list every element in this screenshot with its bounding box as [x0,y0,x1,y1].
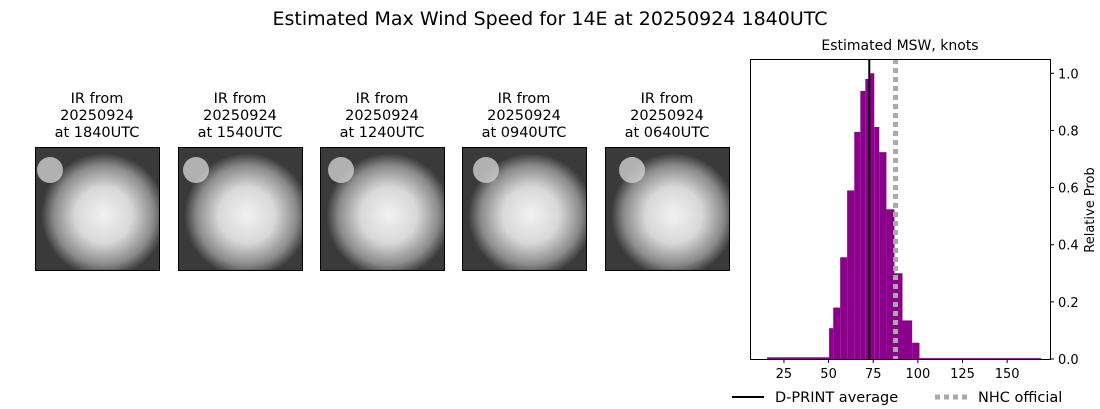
cloud-cluster [183,157,209,183]
panel-label-line2: 20250924 [487,108,561,124]
y-tick-label: 0.6 [1058,182,1079,197]
histogram-bar [865,79,870,359]
histogram-bar [902,320,913,359]
legend-dprint-label: D-PRINT average [775,390,898,406]
histogram-bar [879,152,887,359]
panel-label-line1: IR from [356,91,409,107]
y-tick-label: 0.8 [1058,124,1079,139]
x-tick-label: 100 [905,367,930,382]
x-tick-label: 50 [820,367,837,382]
histogram-bar [829,328,834,359]
panel-label-line2: 20250924 [345,108,419,124]
panel-label-line3: at 1240UTC [340,125,425,141]
panel-label-line1: IR from [71,91,124,107]
histogram-chart: Estimated MSW, knots Relative Prob 25 50 7… [732,38,1098,406]
cloud-cluster [473,157,499,183]
x-tick-label: 150 [995,367,1020,382]
y-tick-label: 0.4 [1058,239,1079,254]
y-tick-label: 0.0 [1058,353,1079,368]
image-frame [178,147,303,271]
chart-title: Estimated MSW, knots [821,38,978,54]
panel-label-line3: at 1840UTC [55,125,140,141]
x-tick-label: 75 [865,367,882,382]
y-tick-label: 0.2 [1058,296,1079,311]
image-frame [605,147,730,271]
panel-label-line1: IR from [214,91,267,107]
panel-label-line1: IR from [498,91,551,107]
histogram-bar [833,307,841,359]
panel-label-line3: at 0640UTC [625,125,710,141]
cloud-cluster [619,157,645,183]
histogram-bar [886,209,895,359]
y-axis-label: Relative Prob [1083,167,1098,252]
panel-label-line1: IR from [641,91,694,107]
figure-title: Estimated Max Wind Speed for 14E at 2025… [272,8,827,30]
image-frame [462,147,587,271]
y-tick-label: 1.0 [1058,67,1079,82]
panel-label-line2: 20250924 [203,108,277,124]
image-frame [35,147,160,271]
histogram-bar [767,357,830,359]
histogram-bar [874,127,880,359]
x-tick-label: 125 [950,367,975,382]
histogram-bar [840,257,848,359]
histogram-bar [847,190,855,359]
histogram-bar [912,342,920,359]
panel-label-line2: 20250924 [630,108,704,124]
histogram-bar [919,358,1042,360]
histogram-bar [894,273,903,359]
histogram-bar [854,131,861,359]
histogram-bar [869,73,875,360]
image-frame [320,147,445,271]
legend-nhc-label: NHC official [978,390,1062,406]
x-tick-label: 25 [776,367,793,382]
cloud-cluster [37,157,63,183]
panel-label-line2: 20250924 [60,108,134,124]
panel-label-line3: at 1540UTC [198,125,283,141]
cloud-cluster [328,157,354,183]
panel-label-line3: at 0940UTC [482,125,567,141]
histogram-bar [860,91,866,359]
plot-frame [750,59,1051,360]
